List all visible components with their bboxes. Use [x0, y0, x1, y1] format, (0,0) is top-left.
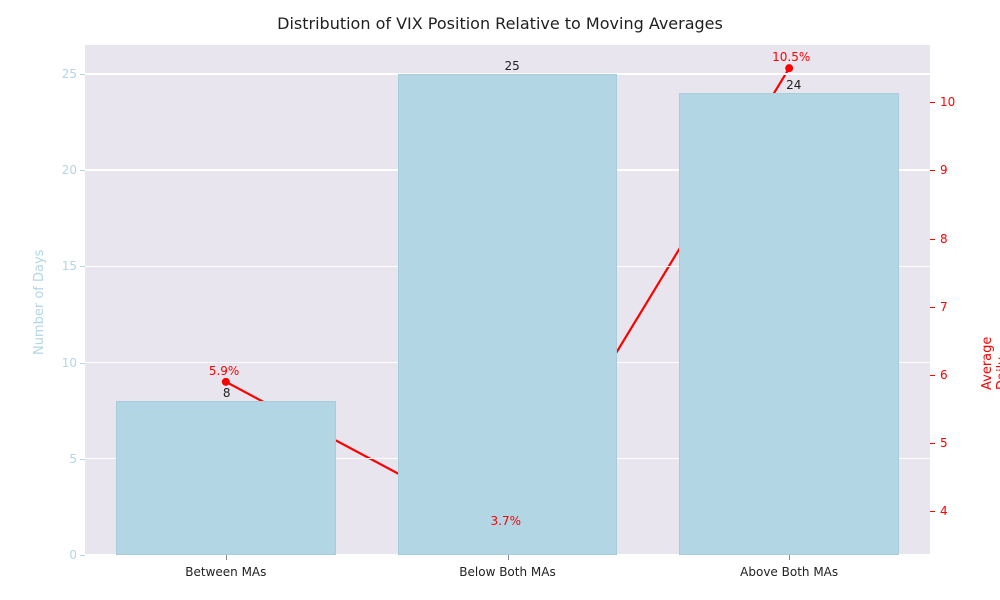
- y-right-tick: 8: [940, 232, 948, 246]
- tick-mark: [930, 375, 935, 376]
- tick-mark: [930, 239, 935, 240]
- tick-mark: [930, 307, 935, 308]
- tick-mark: [930, 102, 935, 103]
- y-right-tick: 9: [940, 163, 948, 177]
- tick-mark: [80, 170, 85, 171]
- x-tick-label: Above Both MAs: [709, 565, 869, 579]
- bar-value-label: 8: [223, 386, 231, 400]
- tick-mark: [789, 555, 790, 560]
- tick-mark: [80, 74, 85, 75]
- y-left-tick: 10: [62, 356, 77, 370]
- y-right-axis-label: Average Daily Volatility (%): [980, 334, 1000, 390]
- y-right-tick: 6: [940, 368, 948, 382]
- bar: [398, 74, 618, 555]
- y-left-tick: 25: [62, 67, 77, 81]
- x-tick-label: Between MAs: [146, 565, 306, 579]
- tick-mark: [80, 459, 85, 460]
- bar: [679, 93, 899, 555]
- y-right-tick: 7: [940, 300, 948, 314]
- chart-title: Distribution of VIX Position Relative to…: [0, 14, 1000, 33]
- bar: [116, 401, 336, 555]
- tick-mark: [226, 555, 227, 560]
- tick-mark: [80, 363, 85, 364]
- y-left-tick: 20: [62, 163, 77, 177]
- y-right-tick: 4: [940, 504, 948, 518]
- y-right-tick: 10: [940, 95, 955, 109]
- bar-value-label: 25: [505, 59, 520, 73]
- line-value-label: 3.7%: [491, 514, 522, 528]
- y-left-tick: 0: [69, 548, 77, 562]
- tick-mark: [930, 170, 935, 171]
- tick-mark: [930, 443, 935, 444]
- tick-mark: [508, 555, 509, 560]
- line-value-label: 10.5%: [772, 50, 810, 64]
- line-value-label: 5.9%: [209, 364, 240, 378]
- y-right-tick: 5: [940, 436, 948, 450]
- tick-mark: [80, 266, 85, 267]
- y-left-tick: 15: [62, 259, 77, 273]
- tick-mark: [80, 555, 85, 556]
- tick-mark: [930, 511, 935, 512]
- x-tick-label: Below Both MAs: [428, 565, 588, 579]
- bar-value-label: 24: [786, 78, 801, 92]
- y-left-axis-label: Number of Days: [32, 250, 47, 355]
- y-left-tick: 5: [69, 452, 77, 466]
- vix-chart: Distribution of VIX Position Relative to…: [0, 0, 1000, 600]
